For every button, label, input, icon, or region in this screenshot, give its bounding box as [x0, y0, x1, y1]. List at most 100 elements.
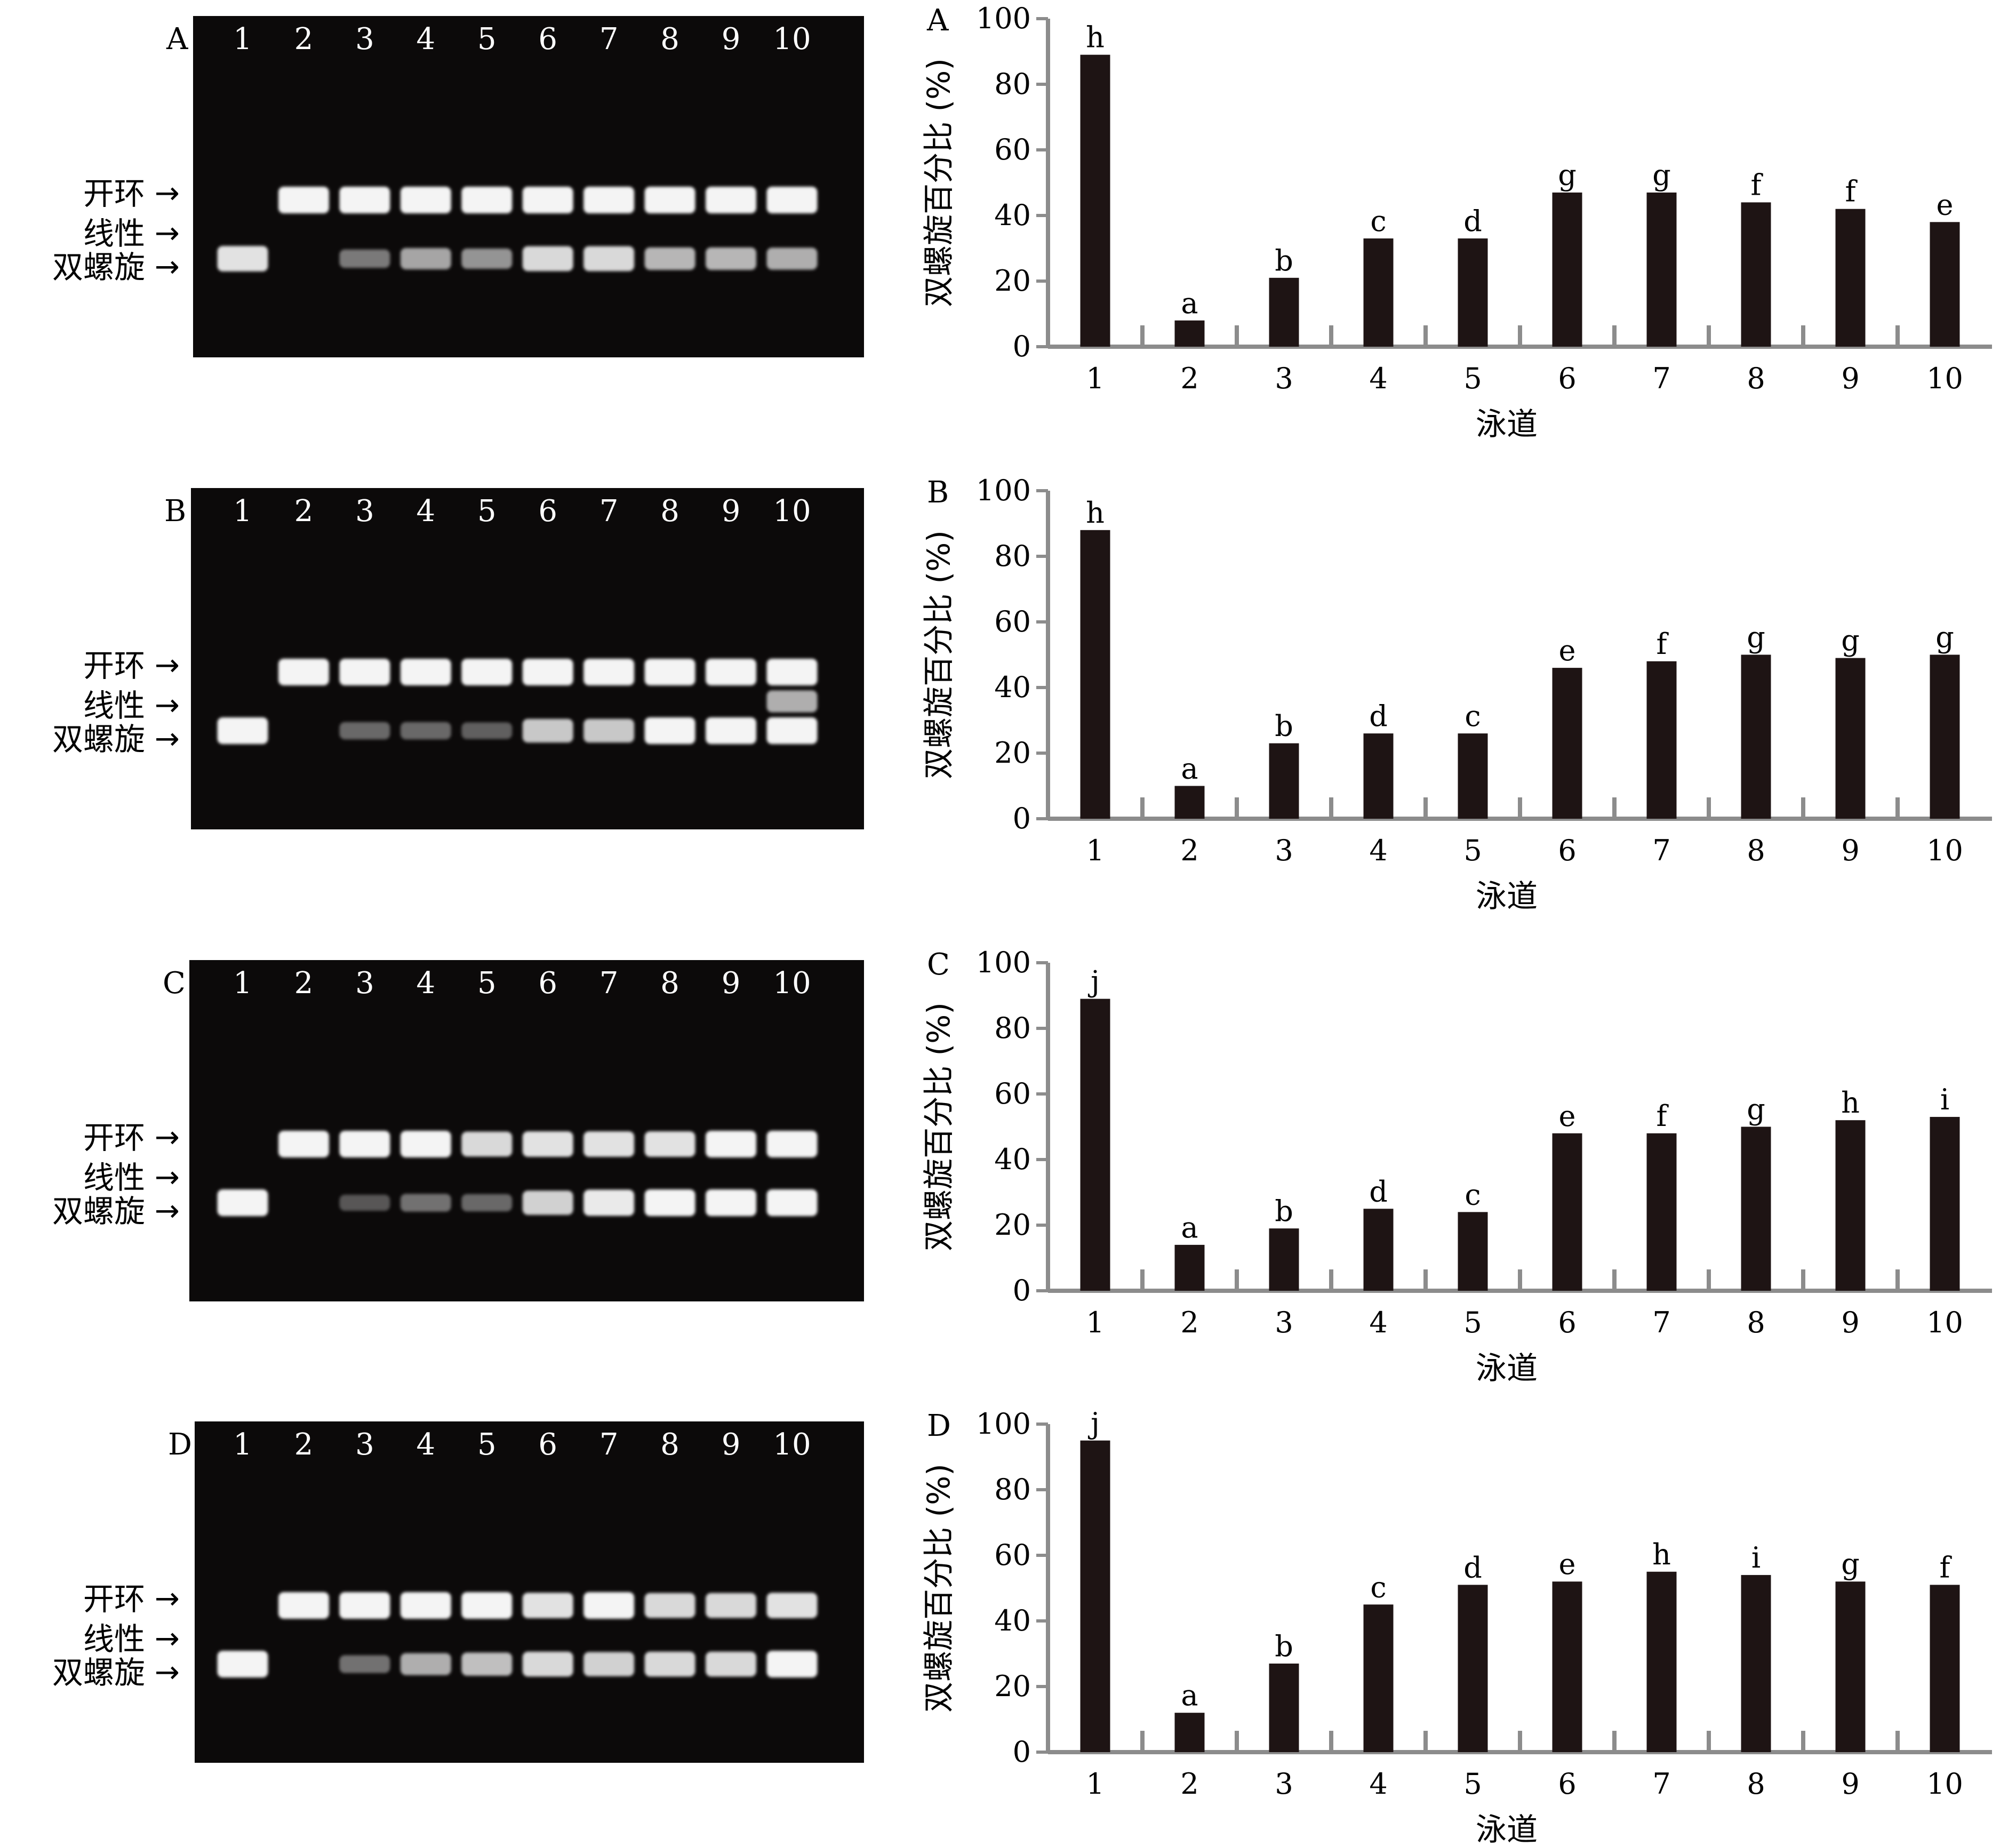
significance-letter: e	[1559, 1099, 1576, 1133]
gel-lane-label: 9	[722, 494, 741, 529]
band-type-label: 线性	[83, 688, 145, 724]
gel-lane-label: 2	[294, 966, 314, 1001]
supercoiled-band	[461, 1194, 513, 1212]
x-tick-label: 4	[1369, 834, 1387, 867]
x-tick-label: 3	[1275, 1767, 1293, 1801]
gel-lane-label: 9	[722, 1427, 741, 1462]
open-circular-band	[644, 187, 695, 213]
gel-lane-label: 9	[722, 22, 741, 57]
significance-letter: g	[1841, 624, 1860, 658]
gel-lane-label: 8	[660, 1427, 679, 1462]
chart-panel-B: B 0 20 40 60 80 100 双螺旋百分比 (%) h 1 a 2 b 3 d 4 c 5 e 6 f 7 g 8 g…	[921, 474, 1992, 914]
supercoiled-band	[400, 247, 451, 270]
significance-letter: g	[1935, 621, 1954, 654]
gel-panel-B: B 1 2 3 4 5 6 7 8 9 10 开环 → 线性 → 双螺旋 →	[52, 488, 864, 829]
significance-letter: h	[1652, 1538, 1671, 1571]
bar	[1646, 192, 1677, 347]
band-type-label: 开环	[83, 1120, 145, 1156]
band-type-label: 线性	[83, 215, 145, 252]
y-tick-label: 0	[1013, 802, 1031, 835]
y-tick-label: 100	[976, 946, 1031, 979]
significance-letter: e	[1559, 1547, 1576, 1581]
y-tick-label: 40	[994, 1142, 1031, 1176]
open-circular-band	[706, 187, 757, 213]
gel-lane-label: 8	[660, 22, 679, 57]
significance-letter: a	[1181, 1679, 1198, 1712]
x-tick-label: 6	[1558, 1767, 1576, 1801]
open-circular-band	[644, 659, 695, 685]
band-type-label: 双螺旋	[52, 1193, 145, 1229]
x-tick-label: 10	[1926, 1767, 1963, 1801]
open-circular-band	[400, 659, 451, 685]
x-axis-label: 泳道	[1476, 1811, 1538, 1846]
x-tick-label: 1	[1086, 834, 1104, 867]
x-axis-label: 泳道	[1476, 406, 1538, 442]
supercoiled-band	[400, 1653, 451, 1675]
significance-letter: e	[1937, 188, 1954, 221]
significance-letter: f	[1940, 1551, 1953, 1584]
band-type-label: 开环	[83, 648, 145, 684]
x-tick-label: 7	[1652, 834, 1670, 867]
gel-lane-label: 1	[233, 1427, 252, 1462]
arrow-icon: →	[155, 1194, 180, 1228]
supercoiled-band	[706, 717, 757, 744]
arrow-icon: →	[155, 250, 180, 284]
supercoiled-band	[461, 1652, 513, 1676]
x-tick-label: 3	[1275, 362, 1293, 395]
x-tick-label: 8	[1747, 1306, 1765, 1339]
x-tick-label: 6	[1558, 362, 1576, 395]
bar	[1646, 1133, 1677, 1291]
significance-letter: h	[1086, 496, 1105, 530]
bar	[1552, 192, 1582, 347]
gel-lane-label: 7	[599, 1427, 619, 1462]
gel-lane-label: 10	[773, 494, 811, 529]
significance-letter: b	[1275, 244, 1293, 277]
supercoiled-band	[339, 1655, 390, 1673]
band-type-label: 开环	[83, 1581, 145, 1617]
significance-letter: b	[1275, 1629, 1293, 1663]
band-type-label: 线性	[83, 1160, 145, 1196]
gel-lane-label: 5	[477, 1427, 497, 1462]
arrow-icon: →	[155, 648, 180, 683]
gel-lane-label: 8	[660, 494, 679, 529]
gel-lane-label: 9	[722, 966, 741, 1001]
bar	[1930, 1585, 1960, 1752]
linear-band	[766, 690, 818, 713]
y-tick-label: 60	[994, 133, 1031, 166]
open-circular-band	[461, 1592, 513, 1619]
open-circular-band	[461, 1131, 513, 1157]
gel-lane-label: 1	[233, 966, 252, 1001]
open-circular-band	[522, 659, 573, 685]
y-tick-label: 80	[994, 1473, 1031, 1506]
bar	[1930, 1117, 1960, 1291]
gel-lane-label: 3	[355, 1427, 374, 1462]
bar	[1458, 733, 1488, 819]
y-tick-label: 20	[994, 1208, 1031, 1242]
gel-lane-label: 3	[355, 22, 374, 57]
bar	[1741, 1575, 1771, 1752]
x-tick-label: 7	[1652, 362, 1670, 395]
x-tick-label: 4	[1369, 362, 1387, 395]
x-tick-label: 5	[1463, 362, 1482, 395]
x-tick-label: 10	[1926, 1306, 1963, 1339]
bar	[1552, 1133, 1582, 1291]
bar	[1080, 1440, 1110, 1752]
significance-letter: h	[1086, 21, 1105, 54]
bar	[1741, 1126, 1771, 1291]
significance-letter: f	[1657, 627, 1669, 661]
y-tick-label: 40	[994, 1604, 1031, 1637]
bar	[1930, 654, 1960, 819]
significance-letter: d	[1463, 204, 1482, 238]
open-circular-band	[583, 659, 635, 685]
significance-letter: b	[1275, 709, 1293, 743]
gel-lane-label: 3	[355, 966, 374, 1001]
open-circular-band	[461, 187, 513, 213]
significance-letter: g	[1747, 621, 1765, 654]
y-tick-label: 20	[994, 1669, 1031, 1703]
open-circular-band	[522, 187, 573, 213]
y-tick-label: 80	[994, 539, 1031, 573]
gel-lane-label: 5	[477, 494, 497, 529]
supercoiled-band	[522, 718, 573, 743]
arrow-icon: →	[155, 1120, 180, 1155]
